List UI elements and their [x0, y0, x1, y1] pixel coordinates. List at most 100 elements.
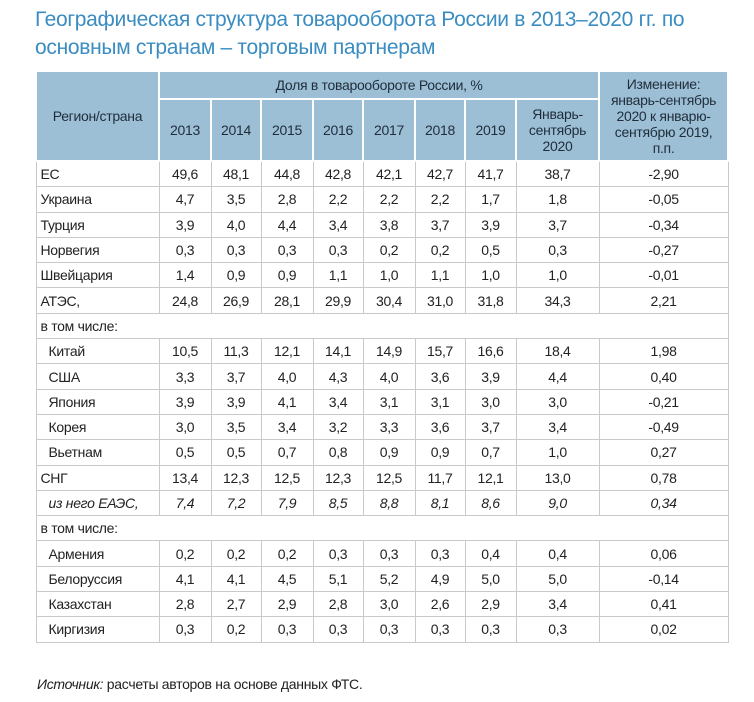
share-cell: 5,2	[362, 565, 416, 593]
header-year: 2015	[260, 98, 314, 162]
share-cell: 3,6	[414, 413, 466, 441]
share-cell: 49,6	[158, 160, 212, 188]
change-cell: -0,01	[598, 262, 729, 289]
section-row: в том числе:	[35, 312, 729, 340]
change-cell: -0,27	[598, 236, 729, 264]
share-cell: 2,2	[312, 186, 364, 213]
share-cell: 12,5	[260, 464, 314, 491]
share-cell: 0,2	[260, 540, 314, 567]
table-row: Белоруссия 4,1 4,1 4,5 5,1 5,2 4,9 5,0 5,0 -0,14	[35, 565, 729, 593]
share-cell: 4,1	[158, 565, 212, 593]
share-cell: 0,3	[515, 236, 600, 264]
share-cell: 2,2	[414, 186, 466, 213]
region-name: АТЭС,	[35, 287, 160, 314]
header-region: Регион/страна	[35, 70, 160, 162]
share-cell: 3,9	[464, 363, 517, 390]
share-cell: 1,0	[362, 262, 416, 289]
share-cell: 48,1	[210, 160, 262, 188]
share-cell: 2,9	[464, 591, 517, 618]
share-cell: 1,1	[312, 262, 364, 289]
table-row: Китай 10,5 11,3 12,1 14,1 14,9 15,7 16,6 18,4 1,9…	[35, 338, 729, 365]
share-cell: 0,4	[515, 540, 600, 567]
region-name: Япония	[35, 388, 160, 415]
table-row: СНГ 13,4 12,3 12,5 12,3 12,5 11,7 12,1 13,0 0,78	[35, 464, 729, 491]
share-cell: 3,1	[362, 388, 416, 415]
share-cell: 3,7	[464, 413, 517, 441]
change-cell: 0,78	[598, 464, 729, 491]
share-cell: 2,6	[414, 591, 466, 618]
share-cell: 3,7	[515, 211, 600, 238]
share-cell: 0,3	[515, 616, 600, 643]
share-cell: 2,8	[312, 591, 364, 618]
share-cell: 3,3	[362, 413, 416, 441]
share-cell: 1,0	[515, 439, 600, 466]
region-name: Швейцария	[35, 262, 160, 289]
source-text: расчеты авторов на основе данных ФТС.	[103, 676, 363, 692]
share-cell: 0,3	[312, 540, 364, 567]
header-change: Изменение: январь-сентябрь 2020 к январю…	[598, 70, 730, 162]
share-cell: 3,7	[414, 211, 466, 238]
share-cell: 8,6	[464, 489, 517, 517]
table-row: Армения 0,2 0,2 0,2 0,3 0,3 0,3 0,4 0,4 0,06	[35, 540, 729, 567]
share-cell: 30,4	[362, 287, 416, 314]
share-cell: 12,1	[464, 464, 517, 491]
change-cell: 0,02	[598, 616, 729, 643]
change-cell: 0,40	[598, 363, 729, 390]
table-row: АТЭС, 24,8 26,9 28,1 29,9 30,4 31,0 31,8 34,3 2,2…	[35, 287, 729, 314]
share-cell: 42,7	[414, 160, 466, 188]
table-row: Швейцария 1,4 0,9 0,9 1,1 1,0 1,1 1,0 1,0 -0,01	[35, 262, 729, 289]
share-cell: 4,0	[210, 211, 262, 238]
share-cell: 14,1	[312, 338, 364, 365]
share-cell: 44,8	[260, 160, 314, 188]
table-row: Корея 3,0 3,5 3,4 3,2 3,3 3,6 3,7 3,4 -0,49	[35, 413, 729, 441]
share-cell: 24,8	[158, 287, 212, 314]
share-cell: 0,8	[312, 439, 364, 466]
change-cell: 0,41	[598, 591, 729, 618]
share-cell: 0,3	[158, 236, 212, 264]
share-cell: 4,0	[260, 363, 314, 390]
share-cell: 3,5	[210, 186, 262, 213]
table-row: Казахстан 2,8 2,7 2,9 2,8 3,0 2,6 2,9 3,4 0,41	[35, 591, 729, 618]
share-cell: 31,8	[464, 287, 517, 314]
share-cell: 7,9	[260, 489, 314, 517]
header-share: Доля в товарообороте России, %	[157, 70, 601, 100]
region-name: Вьетнам	[35, 439, 160, 466]
region-name: Белоруссия	[35, 565, 160, 593]
header-year: 2017	[362, 98, 416, 162]
share-cell: 0,9	[362, 439, 416, 466]
share-cell: 4,4	[260, 211, 314, 238]
change-cell: 1,98	[598, 338, 729, 365]
share-cell: 0,3	[414, 540, 466, 567]
share-cell: 0,2	[362, 236, 416, 264]
share-cell: 3,2	[312, 413, 364, 441]
change-cell: 0,06	[598, 540, 729, 567]
share-cell: 3,9	[158, 211, 212, 238]
share-cell: 3,5	[210, 413, 262, 441]
share-cell: 0,3	[260, 236, 314, 264]
share-cell: 0,9	[260, 262, 314, 289]
share-cell: 26,9	[210, 287, 262, 314]
region-name: Казахстан	[35, 591, 160, 618]
table-title: Географическая структура товарооборота Р…	[35, 8, 685, 59]
region-name: СНГ	[35, 464, 160, 491]
region-name: Армения	[35, 540, 160, 567]
share-cell: 1,1	[414, 262, 466, 289]
share-cell: 0,3	[210, 236, 262, 264]
share-cell: 0,2	[158, 540, 212, 567]
share-cell: 3,1	[414, 388, 466, 415]
region-name: из него ЕАЭС,	[35, 489, 160, 517]
share-cell: 18,4	[515, 338, 600, 365]
share-cell: 0,9	[414, 439, 466, 466]
share-cell: 2,8	[158, 591, 212, 618]
region-name: Киргизия	[35, 616, 160, 643]
share-cell: 41,7	[464, 160, 517, 188]
share-cell: 0,3	[312, 616, 364, 643]
change-cell: -0,05	[598, 186, 729, 213]
share-cell: 5,1	[312, 565, 364, 593]
share-cell: 2,8	[260, 186, 314, 213]
share-cell: 0,3	[464, 616, 517, 643]
section-label: в том числе:	[35, 515, 729, 542]
share-cell: 38,7	[515, 160, 600, 188]
share-cell: 0,2	[414, 236, 466, 264]
share-cell: 0,3	[362, 616, 416, 643]
